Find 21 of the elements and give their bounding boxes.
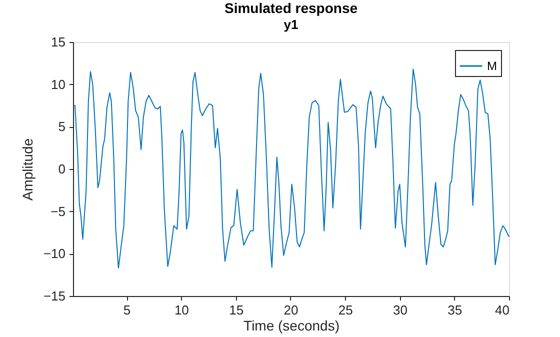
y-tick-label: −5 (50, 204, 66, 219)
x-tick-label: 40 (495, 302, 510, 318)
chart-title: Simulated response (224, 0, 358, 16)
y-tick-label: −10 (43, 246, 66, 262)
line-series (72, 68, 510, 269)
x-tick-label: 30 (392, 302, 408, 318)
y-tick-label: 5 (58, 119, 66, 134)
legend-label: M (487, 59, 497, 73)
x-axis-title: Time (seconds) (244, 318, 340, 334)
x-tick-label: 15 (229, 302, 244, 318)
y-axis-title: Amplitude (19, 138, 36, 201)
y-tick-label: 15 (51, 34, 66, 50)
x-tick-label: 35 (448, 302, 462, 318)
y-tick-label: 0 (58, 162, 66, 176)
y-tick-label: −15 (43, 288, 66, 304)
x-tick-label: 10 (174, 302, 189, 318)
x-tick-label: 25 (338, 302, 353, 318)
chart-subtitle: y1 (284, 17, 298, 32)
y-tick-label: 10 (51, 76, 66, 92)
x-tick-label: 20 (284, 302, 298, 318)
x-tick-label: 5 (123, 302, 131, 318)
